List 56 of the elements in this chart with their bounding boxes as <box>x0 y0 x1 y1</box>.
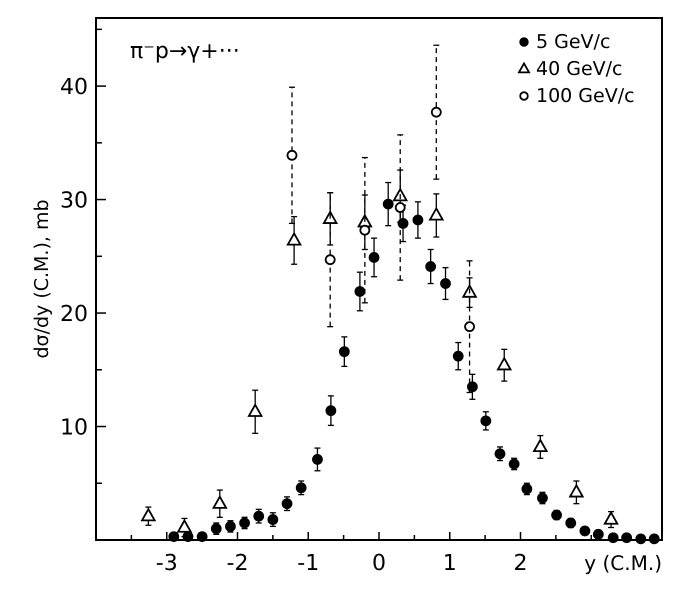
point <box>497 357 512 370</box>
legend-label: 5 GeV/c <box>536 31 610 53</box>
y-tick-label: 40 <box>60 75 88 100</box>
point <box>412 214 424 226</box>
point <box>592 528 604 540</box>
legend-label: 40 GeV/c <box>536 58 622 80</box>
x-tick-label: -3 <box>156 551 178 576</box>
point <box>462 284 477 298</box>
point <box>480 415 492 426</box>
y-axis-title: dσ/dy (C.M.), mb <box>31 199 53 359</box>
point <box>452 350 464 362</box>
point <box>267 514 278 525</box>
point <box>212 496 228 509</box>
annotation: π⁻p→γ+··· <box>130 39 240 64</box>
point <box>196 531 208 542</box>
point <box>248 404 262 417</box>
point <box>368 252 380 263</box>
point <box>430 106 442 118</box>
point <box>621 532 632 544</box>
point <box>354 286 366 297</box>
point <box>325 405 336 416</box>
point <box>466 381 478 392</box>
point <box>253 510 264 522</box>
point <box>608 532 619 544</box>
x-tick-label: 2 <box>514 551 528 576</box>
point <box>382 198 394 210</box>
point <box>141 508 156 522</box>
x-tick-label: 1 <box>442 551 457 576</box>
point <box>579 526 590 536</box>
x-tick-label: -2 <box>226 551 248 576</box>
point <box>464 321 475 332</box>
x-tick-label: 0 <box>372 551 386 576</box>
point <box>648 533 660 544</box>
point <box>569 484 584 498</box>
point <box>425 261 436 272</box>
point <box>440 278 451 289</box>
point <box>635 533 646 544</box>
x-axis-title: y (C.M.) <box>584 551 662 575</box>
legend-label: 100 GeV/c <box>536 85 635 107</box>
y-tick-label: 20 <box>60 302 88 328</box>
point <box>533 439 548 452</box>
y-tick-label: 10 <box>60 416 88 441</box>
point <box>338 346 350 358</box>
x-tick-label: -1 <box>297 551 320 576</box>
point <box>508 458 520 470</box>
point <box>168 531 180 542</box>
point <box>286 150 298 161</box>
point <box>359 224 370 236</box>
point <box>604 512 618 525</box>
point <box>210 523 222 534</box>
point <box>177 520 192 533</box>
point <box>324 254 336 266</box>
point <box>429 208 444 221</box>
point <box>286 232 302 246</box>
y-tick-label: 30 <box>60 188 88 214</box>
point <box>312 454 323 465</box>
